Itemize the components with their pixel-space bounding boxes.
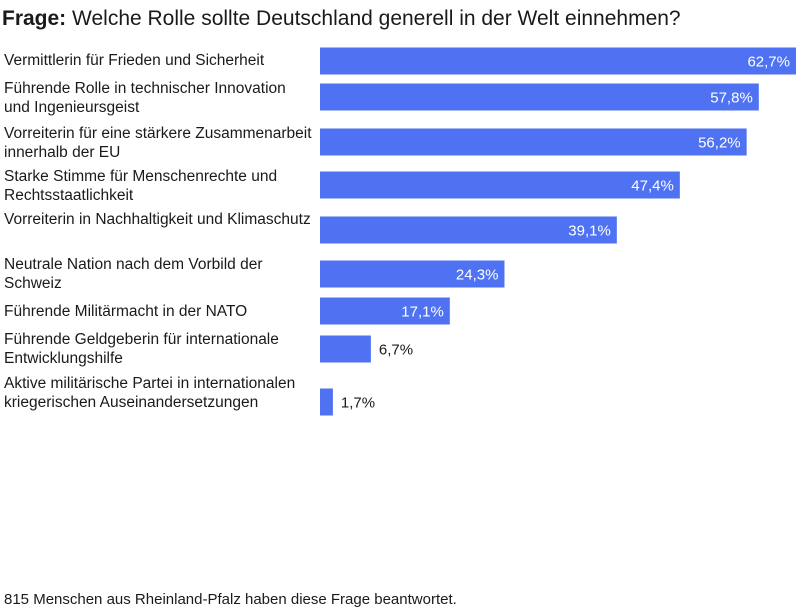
chart-title: Frage: Welche Rolle sollte Deutschland g…	[2, 6, 798, 32]
category-label: Starke Stimme für Menschenrechte und Rec…	[4, 168, 278, 204]
category-label: Vermittlerin für Frieden und Sicherheit	[4, 52, 265, 69]
bar	[320, 388, 333, 416]
title-text: Welche Rolle sollte Deutschland generell…	[72, 7, 681, 30]
value-label: 39,1%	[568, 223, 611, 240]
value-label: 1,7%	[341, 395, 375, 412]
bar	[320, 260, 505, 288]
value-label: 17,1%	[401, 304, 444, 321]
category-label: Führende Geldgeberin für internationale …	[4, 331, 279, 367]
category-label: Neutrale Nation nach dem Vorbild der Sch…	[4, 256, 263, 292]
footnote: 815 Menschen aus Rheinland-Pfalz haben d…	[4, 591, 457, 608]
category-label: Führende Militärmacht in der NATO	[4, 303, 248, 320]
bar	[320, 335, 371, 363]
value-label: 56,2%	[698, 135, 741, 152]
bar	[320, 216, 617, 244]
value-label: 6,7%	[379, 342, 413, 359]
category-label: Vorreiterin für eine stärkere Zusammenar…	[4, 125, 312, 161]
value-label: 57,8%	[710, 90, 753, 107]
category-label: Vorreiterin in Nachhaltigkeit und Klimas…	[4, 211, 311, 228]
category-label: Aktive militärische Partei in internatio…	[4, 375, 296, 411]
value-label: 47,4%	[631, 178, 674, 195]
value-label: 62,7%	[747, 54, 790, 71]
title-prefix: Frage:	[2, 7, 67, 30]
category-label: Führende Rolle in technischer Innovation…	[4, 80, 286, 116]
bar	[320, 297, 450, 325]
bar	[320, 128, 747, 156]
value-label: 24,3%	[456, 267, 499, 284]
bar-chart: 62,7% 57,8% 56,2% 47,4% 39,1% 24,3% 17,1% 6,7% 1…	[320, 47, 796, 416]
bar	[320, 47, 796, 75]
bar	[320, 171, 680, 199]
bar	[320, 83, 759, 111]
